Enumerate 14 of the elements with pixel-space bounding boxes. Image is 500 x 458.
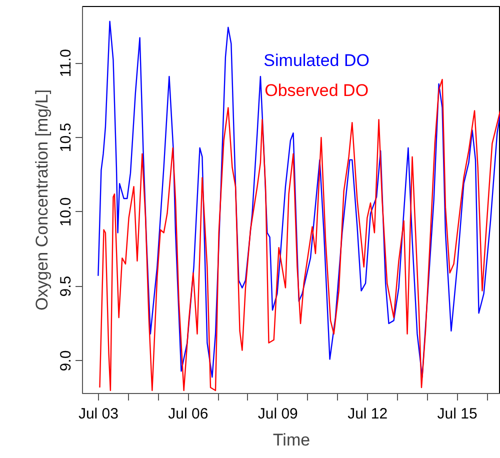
y-tick-label: 10.0 [58,197,74,227]
y-axis-title: Oxygen Concentration [mg/L] [32,89,52,311]
y-tick-label: 11.0 [58,49,74,78]
y-tick-label: 10.5 [58,122,74,152]
x-tick-label: Jul 06 [168,406,208,422]
x-tick-label: Jul 12 [348,406,388,422]
x-tick-label: Jul 09 [258,406,298,422]
x-tick-label: Jul 03 [78,406,119,422]
y-tick-label: 9.5 [58,276,74,297]
series-label: Simulated DO [264,51,370,70]
x-tick-label: Jul 15 [437,406,478,422]
series-label: Observed DO [264,80,369,100]
y-tick-label: 9.0 [58,350,74,372]
x-axis-title: Time [272,430,310,450]
